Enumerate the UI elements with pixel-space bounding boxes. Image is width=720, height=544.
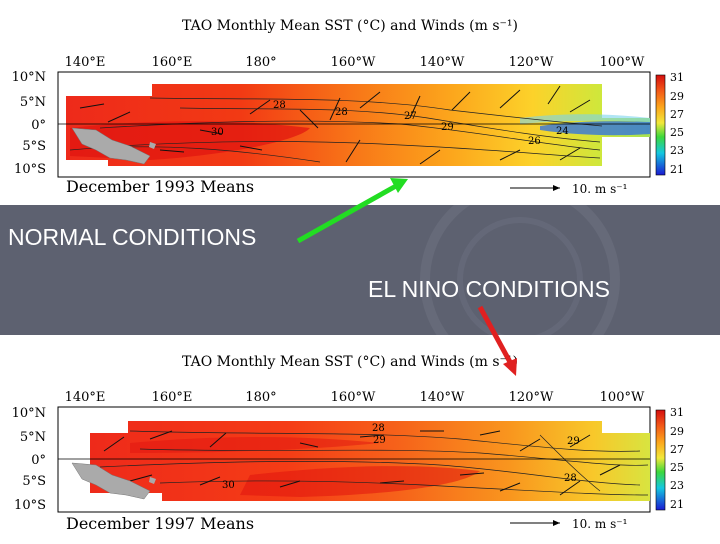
x-tick: 140°E (65, 55, 106, 70)
y-tick: 0° (31, 453, 46, 468)
y-tick-labels: 10°N 5°N 0° 5°S 10°S (12, 406, 46, 513)
x-tick: 120°W (509, 55, 554, 70)
y-tick: 5°N (20, 430, 46, 445)
sst-map-1997: TAO Monthly Mean SST (°C) and Winds (m s… (12, 354, 684, 533)
wind-scale-label: 10. m s⁻¹ (572, 517, 627, 531)
colorbar-tick: 31 (670, 406, 684, 419)
colorbar-tick: 25 (670, 461, 684, 474)
sst-map-panel-1997: TAO Monthly Mean SST (°C) and Winds (m s… (0, 335, 720, 540)
x-tick-labels: 140°E 160°E 180° 160°W 140°W 120°W 100°W (65, 390, 645, 405)
sst-contours (69, 97, 603, 163)
y-tick: 0° (31, 118, 46, 133)
y-tick: 5°N (20, 95, 46, 110)
wind-vectors (79, 85, 591, 165)
contour-labels: 28 28 27 29 30 26 24 (211, 100, 569, 147)
cool-shelf (520, 114, 650, 124)
x-tick: 120°W (509, 390, 554, 405)
colorbar (655, 74, 666, 176)
chart-subtitle: December 1997 Means (66, 514, 254, 533)
sst-contours (99, 430, 649, 496)
wind-scale-arrowhead (553, 185, 560, 191)
new-guinea-landmass (71, 127, 151, 165)
x-tick: 160°E (152, 55, 193, 70)
contour-label: 28 (372, 423, 385, 434)
contour-label: 24 (556, 126, 569, 137)
contour-label: 29 (441, 122, 454, 133)
colorbar-tick: 27 (670, 443, 684, 456)
wind-scale-label: 10. m s⁻¹ (572, 182, 627, 196)
colorbar-ticks: 31 29 27 25 23 21 (670, 406, 684, 511)
colorbar-tick: 23 (670, 479, 684, 492)
x-tick: 140°W (420, 55, 465, 70)
x-tick: 180° (245, 55, 276, 70)
y-tick: 10°N (12, 70, 46, 85)
island-landmass (149, 142, 156, 149)
colorbar (655, 409, 666, 511)
el-nino-conditions-label: EL NINO CONDITIONS (368, 276, 610, 302)
chart-title: TAO Monthly Mean SST (°C) and Winds (m s… (182, 354, 518, 370)
wind-vectors (103, 430, 621, 496)
x-tick-labels: 140°E 160°E 180° 160°W 140°W 120°W 100°W (65, 55, 645, 70)
contour-label: 30 (222, 480, 235, 491)
colorbar-tick: 29 (670, 90, 684, 103)
contour-label: 30 (211, 127, 224, 138)
sst-map-panel-1993: TAO Monthly Mean SST (°C) and Winds (m s… (0, 0, 720, 205)
contour-label: 29 (567, 436, 580, 447)
y-tick: 5°S (22, 139, 46, 154)
warm-core (130, 437, 380, 453)
cold-tongue (540, 121, 650, 136)
y-tick: 5°S (22, 474, 46, 489)
colorbar-tick: 21 (670, 498, 684, 511)
colorbar-tick: 31 (670, 71, 684, 84)
colorbar-tick: 21 (670, 163, 684, 176)
colorbar-tick: 25 (670, 126, 684, 139)
caption-band (0, 205, 720, 335)
chart-subtitle: December 1993 Means (66, 177, 254, 196)
y-tick: 10°S (14, 162, 46, 177)
warm-core (240, 466, 480, 497)
band-watermark (420, 205, 620, 335)
x-tick: 160°W (331, 390, 376, 405)
sst-map-1993: TAO Monthly Mean SST (°C) and Winds (m s… (12, 18, 684, 196)
contour-label: 27 (404, 111, 417, 122)
contour-labels: 28 29 30 29 28 (222, 423, 580, 491)
contour-label: 28 (564, 473, 577, 484)
x-tick: 140°E (65, 390, 106, 405)
x-tick: 100°W (600, 55, 645, 70)
contour-label: 28 (273, 100, 286, 111)
colorbar-tick: 29 (670, 425, 684, 438)
contour-label: 26 (528, 136, 541, 147)
y-tick: 10°N (12, 406, 46, 421)
x-tick: 180° (245, 390, 276, 405)
colorbar-tick: 27 (670, 108, 684, 121)
colorbar-ticks: 31 29 27 25 23 21 (670, 71, 684, 176)
x-tick: 160°W (331, 55, 376, 70)
y-tick-labels: 10°N 5°N 0° 5°S 10°S (12, 70, 46, 177)
y-tick: 10°S (14, 498, 46, 513)
contour-label: 29 (373, 435, 386, 446)
x-tick: 160°E (152, 390, 193, 405)
chart-title: TAO Monthly Mean SST (°C) and Winds (m s… (182, 18, 518, 34)
normal-conditions-label: NORMAL CONDITIONS (8, 224, 257, 250)
contour-label: 28 (335, 107, 348, 118)
new-guinea-landmass (71, 462, 151, 500)
colorbar-tick: 23 (670, 144, 684, 157)
x-tick: 100°W (600, 390, 645, 405)
x-tick: 140°W (420, 390, 465, 405)
wind-scale-arrowhead (553, 520, 560, 526)
island-landmass (149, 477, 156, 484)
